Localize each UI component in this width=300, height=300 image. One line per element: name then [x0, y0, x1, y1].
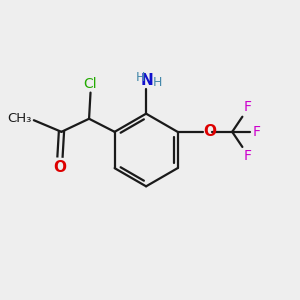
Text: N: N [141, 73, 153, 88]
Text: F: F [244, 100, 252, 114]
Text: O: O [204, 124, 217, 139]
Text: CH₃: CH₃ [7, 112, 31, 125]
Text: H: H [152, 76, 162, 89]
Text: O: O [53, 160, 67, 175]
Text: H: H [136, 71, 146, 84]
Text: Cl: Cl [84, 77, 97, 91]
Text: F: F [252, 125, 260, 139]
Text: F: F [244, 149, 252, 163]
